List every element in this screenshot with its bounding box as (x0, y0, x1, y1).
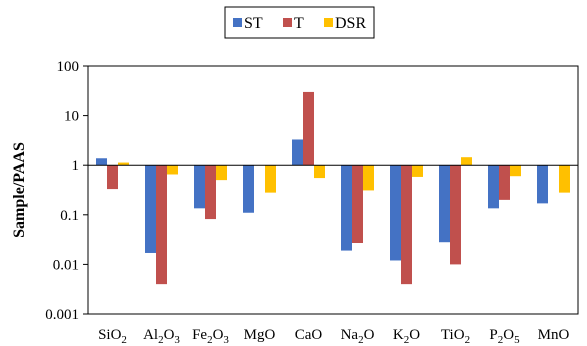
bar-dsr (265, 165, 276, 193)
legend-label-dsr: DSR (335, 15, 366, 32)
bar-t (401, 165, 412, 285)
y-tick-label: 0.001 (45, 307, 79, 323)
x-tick-label: MgO (244, 327, 276, 343)
y-tick-label: 1 (72, 158, 80, 174)
bar-dsr (118, 162, 129, 166)
x-tick-label: TiO2​ (441, 327, 470, 346)
x-tick-label: Na2​O (341, 327, 375, 346)
x-tick-label: Al2​O3​ (143, 327, 180, 346)
bar-st (488, 165, 499, 209)
plot-area (88, 91, 578, 285)
x-tick-label: MnO (538, 327, 570, 343)
y-axis-label: Sample/PAAS (11, 142, 28, 238)
bar-t (205, 165, 216, 220)
legend-label-t: T (294, 15, 304, 32)
bar-t (450, 165, 461, 265)
bar-dsr (363, 165, 374, 191)
bar-t (107, 165, 118, 190)
bar-t (499, 165, 510, 200)
plot-frame (87, 65, 579, 315)
bar-st (341, 165, 352, 251)
bar-dsr (461, 157, 472, 166)
bar-st (243, 165, 254, 213)
legend-swatch-dsr (324, 18, 333, 27)
bar-st (194, 165, 205, 209)
bar-dsr (412, 165, 423, 177)
bar-st (439, 165, 450, 243)
x-tick-label: CaO (295, 327, 323, 343)
bar-t (156, 165, 167, 285)
y-tick-label: 0.01 (53, 257, 79, 273)
bar-dsr (314, 165, 325, 179)
x-tick-label: P2​O5​ (489, 327, 520, 346)
x-tick-label: Fe2​O3​ (192, 327, 229, 346)
x-tick-label: K2​O (393, 327, 420, 346)
x-axis: SiO2​ Al2​O3​ Fe2​O3​ MgO CaO Na2​O K2​O TiO2​ P… (98, 327, 569, 346)
y-tick-label: 100 (57, 59, 80, 75)
bar-dsr (510, 165, 521, 177)
y-tick-label: 0.1 (60, 208, 79, 224)
bar-dsr (216, 165, 227, 181)
bar-st (145, 165, 156, 253)
y-tick-label: 10 (64, 109, 79, 125)
bar-st (390, 165, 401, 261)
bar-st (96, 158, 107, 166)
legend-swatch-st (233, 18, 242, 27)
legend-label-st: ST (244, 15, 263, 32)
bar-st (537, 165, 548, 204)
x-tick-label: SiO2​ (98, 327, 127, 346)
legend-box (224, 6, 375, 39)
y-axis: 0.001 0.01 0.1 1 10 100 (45, 59, 579, 323)
bar-dsr (167, 165, 178, 175)
bar-dsr (559, 165, 570, 193)
bar-st (292, 139, 303, 166)
bar-t (303, 91, 314, 166)
legend-swatch-t (283, 18, 292, 27)
legend: ST T DSR (224, 6, 375, 39)
bar-t (352, 165, 363, 244)
